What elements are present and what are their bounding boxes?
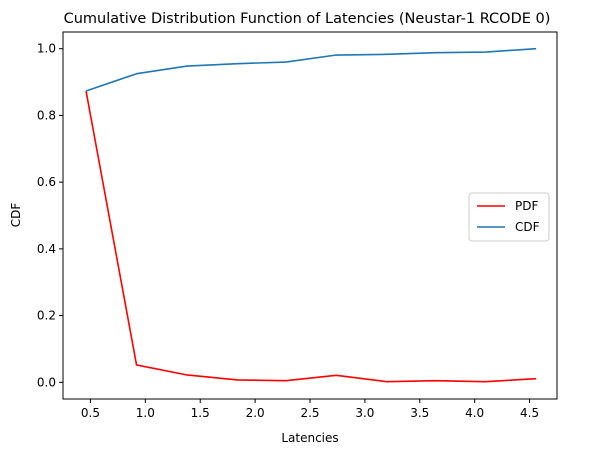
x-tick-label: 3.0 <box>355 406 374 420</box>
y-tick-label: 0.0 <box>37 375 56 389</box>
y-tick-label: 0.4 <box>37 242 56 256</box>
series-line-pdf <box>85 90 537 383</box>
x-tick-label: 0.5 <box>81 406 100 420</box>
x-tick-label: 2.0 <box>246 406 265 420</box>
series-line-cdf <box>85 47 537 92</box>
y-tick-label: 1.0 <box>37 42 56 56</box>
x-tick-label: 4.0 <box>465 406 484 420</box>
legend-frame <box>468 192 550 242</box>
y-axis-label: CDF <box>9 203 23 228</box>
series-layer <box>85 47 537 383</box>
y-axis: 0.0 0.2 0.4 0.6 0.8 1.0 <box>37 42 63 389</box>
y-tick-label: 0.6 <box>37 175 56 189</box>
x-axis: 0.5 1.0 1.5 2.0 2.5 3.0 3.5 4.0 4.5 <box>81 399 539 420</box>
legend: PDF CDF <box>468 192 550 242</box>
y-tick-label: 0.2 <box>37 309 56 323</box>
legend-label-cdf: CDF <box>515 220 540 234</box>
x-tick-label: 1.5 <box>191 406 210 420</box>
x-tick-label: 2.5 <box>300 406 319 420</box>
x-tick-label: 4.5 <box>520 406 539 420</box>
legend-label-pdf: PDF <box>515 199 538 213</box>
x-tick-label: 1.0 <box>136 406 155 420</box>
y-tick-label: 0.8 <box>37 108 56 122</box>
chart-title: Cumulative Distribution Function of Late… <box>64 11 551 27</box>
x-axis-label: Latencies <box>281 431 338 445</box>
x-tick-label: 3.5 <box>410 406 429 420</box>
